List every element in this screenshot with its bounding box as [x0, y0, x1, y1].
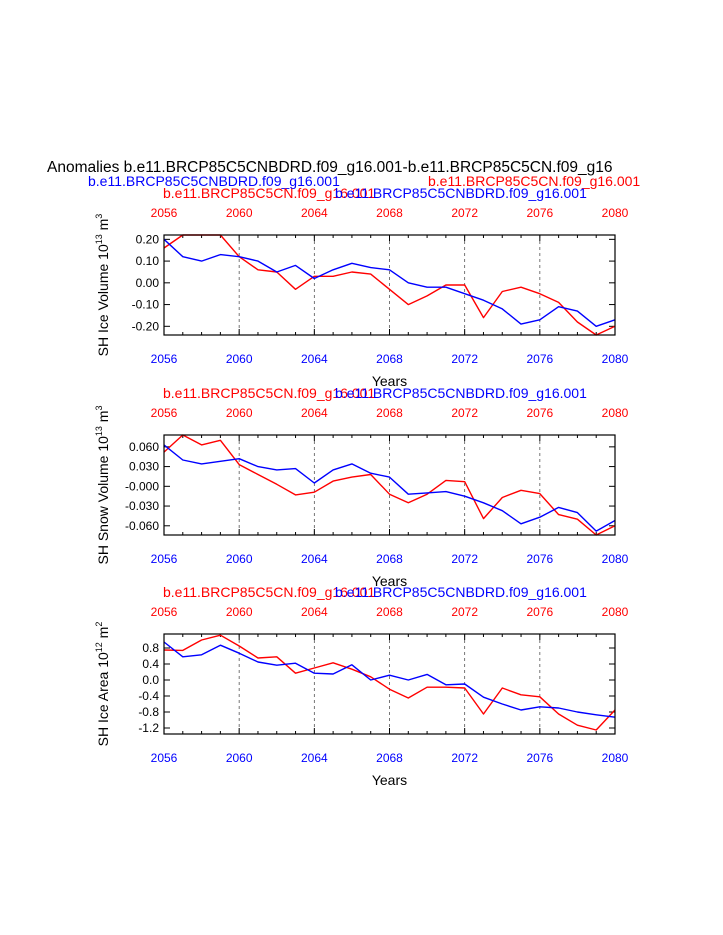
- y-tick-label: 0.8: [142, 641, 159, 655]
- x-tick-label-top: 2064: [301, 605, 328, 619]
- x-tick-label-top: 2056: [151, 406, 178, 420]
- chart-panel-2: b.e11.BRCP85C5CN.f09_g16.001b.e11.BRCP85…: [94, 385, 629, 589]
- x-tick-label-top: 2076: [526, 605, 553, 619]
- legend-blue-label: b.e11.BRCP85C5CNBDRD.f09_g16.001: [88, 173, 340, 189]
- panel-title-red: b.e11.BRCP85C5CN.f09_g16.001: [163, 185, 375, 201]
- y-tick-label: -0.8: [138, 705, 159, 719]
- x-tick-label-top: 2060: [226, 605, 253, 619]
- x-tick-label-top: 2072: [451, 605, 478, 619]
- y-tick-label: -0.4: [138, 689, 159, 703]
- x-tick-label-top: 2072: [451, 406, 478, 420]
- y-tick-label: 0.030: [129, 460, 159, 474]
- y-tick-label: 0.00: [136, 276, 160, 290]
- y-axis-label: SH Snow Volume 1013 m3: [94, 406, 111, 565]
- chart-panel-1: b.e11.BRCP85C5CN.f09_g16.001b.e11.BRCP85…: [94, 185, 629, 389]
- x-tick-label-top: 2080: [602, 605, 629, 619]
- x-tick-label-bottom: 2076: [526, 352, 553, 366]
- figure-title: Anomalies b.e11.BRCP85C5CNBDRD.f09_g16.0…: [47, 159, 613, 176]
- x-tick-label-bottom: 2060: [226, 352, 253, 366]
- x-tick-label-top: 2068: [376, 406, 403, 420]
- x-tick-label-bottom: 2060: [226, 552, 253, 566]
- chart-panel-3: b.e11.BRCP85C5CN.f09_g16.001b.e11.BRCP85…: [94, 584, 629, 788]
- x-tick-label-top: 2060: [226, 406, 253, 420]
- x-tick-label-bottom: 2080: [602, 552, 629, 566]
- y-tick-label: 0.20: [136, 232, 160, 246]
- y-tick-label: -0.000: [125, 479, 159, 493]
- x-tick-label-bottom: 2072: [451, 751, 478, 765]
- x-tick-label-bottom: 2076: [526, 552, 553, 566]
- y-tick-label: -0.20: [132, 319, 160, 333]
- x-tick-label-top: 2076: [526, 206, 553, 220]
- x-tick-label-top: 2056: [151, 605, 178, 619]
- x-tick-label-bottom: 2064: [301, 751, 328, 765]
- series-line-blue: [163, 238, 616, 327]
- x-tick-label-top: 2064: [301, 406, 328, 420]
- x-tick-label-bottom: 2056: [151, 552, 178, 566]
- panel-title-blue: b.e11.BRCP85C5CNBDRD.f09_g16.001: [335, 385, 587, 401]
- x-tick-label-top: 2056: [151, 206, 178, 220]
- y-axis-label: SH Ice Volume 1013 m3: [94, 214, 111, 357]
- y-tick-label: -0.060: [125, 519, 159, 533]
- x-axis-label: Years: [372, 373, 407, 389]
- x-tick-label-bottom: 2056: [151, 751, 178, 765]
- y-tick-label: 0.0: [142, 673, 159, 687]
- x-tick-label-bottom: 2072: [451, 352, 478, 366]
- x-tick-label-top: 2080: [602, 206, 629, 220]
- x-tick-label-bottom: 2076: [526, 751, 553, 765]
- series-line-red: [163, 434, 616, 536]
- x-tick-label-bottom: 2080: [602, 751, 629, 765]
- x-tick-label-bottom: 2080: [602, 352, 629, 366]
- panel-title-blue: b.e11.BRCP85C5CNBDRD.f09_g16.001: [335, 584, 587, 600]
- x-axis-label: Years: [372, 772, 407, 788]
- x-tick-label-top: 2076: [526, 406, 553, 420]
- series-line-red: [163, 634, 616, 731]
- x-tick-label-bottom: 2060: [226, 751, 253, 765]
- y-tick-label: 0.4: [142, 657, 159, 671]
- legend-red-label: b.e11.BRCP85C5CN.f09_g16.001: [428, 173, 640, 189]
- x-tick-label-top: 2072: [451, 206, 478, 220]
- x-tick-label-bottom: 2068: [376, 552, 403, 566]
- x-tick-label-top: 2080: [602, 406, 629, 420]
- x-tick-label-top: 2060: [226, 206, 253, 220]
- plot-frame: [163, 434, 616, 536]
- y-tick-label: -1.2: [138, 721, 159, 735]
- y-axis-label: SH Ice Area 1012 m2: [94, 622, 111, 747]
- x-axis-label: Years: [372, 573, 407, 589]
- y-tick-label: 0.10: [136, 254, 160, 268]
- x-tick-label-bottom: 2072: [451, 552, 478, 566]
- x-tick-label-bottom: 2064: [301, 552, 328, 566]
- series-line-blue: [163, 444, 616, 532]
- series-line-blue: [163, 641, 616, 718]
- plot-frame: [163, 633, 616, 735]
- panel-title-red: b.e11.BRCP85C5CN.f09_g16.001: [163, 385, 375, 401]
- x-tick-label-top: 2068: [376, 206, 403, 220]
- x-tick-label-bottom: 2068: [376, 751, 403, 765]
- panel-title-red: b.e11.BRCP85C5CN.f09_g16.001: [163, 584, 375, 600]
- x-tick-label-bottom: 2064: [301, 352, 328, 366]
- x-tick-label-bottom: 2056: [151, 352, 178, 366]
- x-tick-label-top: 2068: [376, 605, 403, 619]
- x-tick-label-top: 2064: [301, 206, 328, 220]
- x-tick-label-bottom: 2068: [376, 352, 403, 366]
- y-tick-label: -0.10: [132, 298, 160, 312]
- y-tick-label: 0.060: [129, 440, 159, 454]
- panel-title-blue: b.e11.BRCP85C5CNBDRD.f09_g16.001: [335, 185, 587, 201]
- y-tick-label: -0.030: [125, 499, 159, 513]
- plot-frame: [163, 234, 616, 336]
